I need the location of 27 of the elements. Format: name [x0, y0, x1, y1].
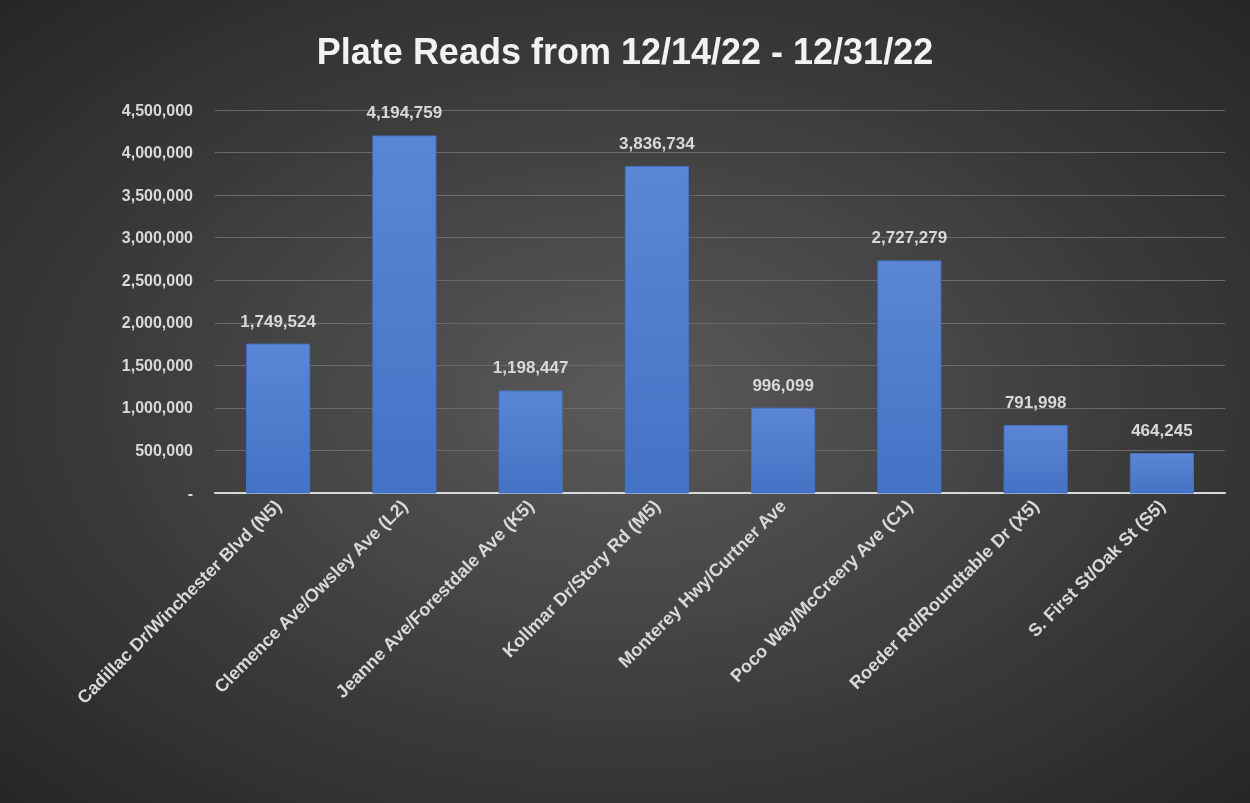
- bar: [1129, 452, 1194, 494]
- bar: [877, 260, 942, 494]
- chart-title: Plate Reads from 12/14/22 - 12/31/22: [316, 30, 934, 72]
- bar: [372, 135, 437, 494]
- y-tick-label: -: [187, 484, 193, 502]
- data-label: 4,194,759: [366, 103, 443, 123]
- bar: [246, 343, 311, 494]
- bar: [751, 407, 816, 494]
- y-tick-label: 500,000: [135, 441, 194, 459]
- data-label: 996,099: [752, 375, 814, 395]
- data-label: 464,245: [1131, 420, 1193, 440]
- y-tick-label: 1,500,000: [121, 356, 194, 374]
- data-label: 3,836,734: [619, 133, 696, 153]
- y-tick-label: 3,000,000: [121, 229, 194, 247]
- data-label: 791,998: [1004, 393, 1067, 413]
- y-tick-label: 1,000,000: [121, 399, 194, 417]
- bar: [624, 165, 689, 494]
- data-label: 1,749,524: [240, 311, 317, 331]
- bar: [498, 390, 563, 494]
- y-tick-label: 4,000,000: [121, 144, 194, 162]
- y-tick-label: 4,500,000: [121, 101, 194, 119]
- y-tick-label: 2,500,000: [121, 271, 194, 289]
- data-label: 1,198,447: [492, 358, 569, 378]
- bar: [1003, 425, 1068, 494]
- data-label: 2,727,279: [871, 228, 948, 248]
- y-tick-label: 2,000,000: [121, 314, 194, 332]
- y-tick-label: 3,500,000: [121, 186, 194, 204]
